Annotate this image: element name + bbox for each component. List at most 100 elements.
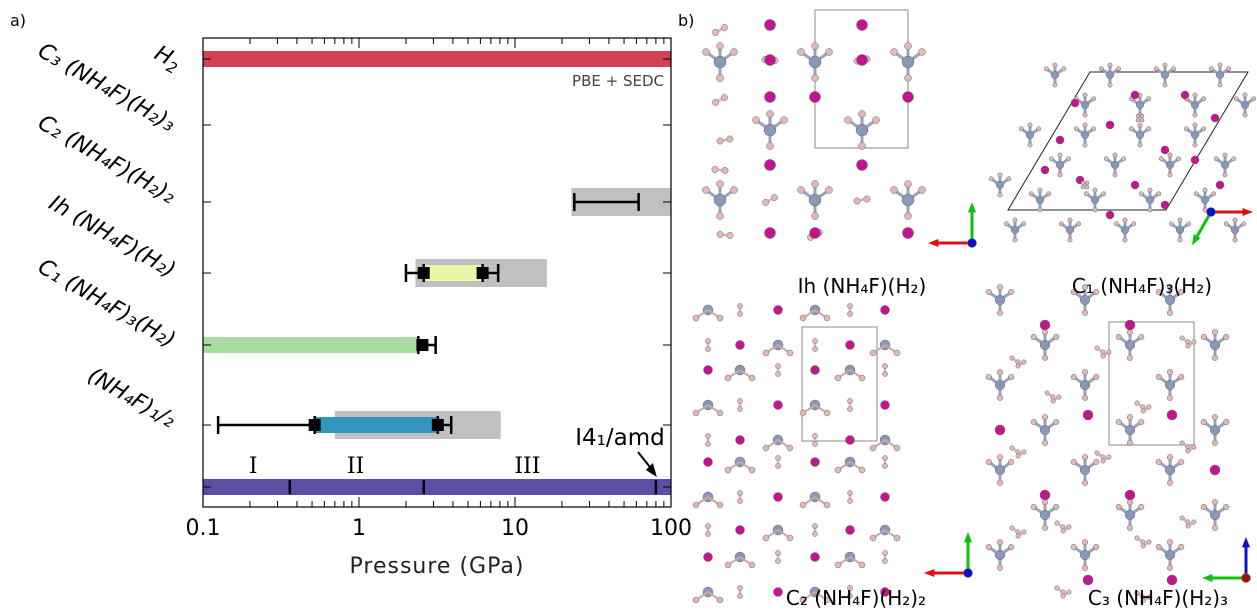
fluorine-atom bbox=[764, 19, 776, 31]
hydrogen-atom bbox=[1066, 524, 1072, 530]
hydrogen-atom bbox=[1066, 156, 1072, 162]
hydrogen-atom bbox=[762, 444, 770, 452]
hydrogen-atom bbox=[1191, 444, 1197, 450]
hydrogen-atom bbox=[1084, 184, 1090, 190]
hydrogen-atom bbox=[1080, 180, 1086, 186]
hydrogen-atom bbox=[1106, 349, 1112, 355]
hydrogen-atom bbox=[882, 371, 888, 377]
nitrogen-atom bbox=[1039, 339, 1051, 351]
hydrogen-atom bbox=[1135, 117, 1141, 123]
nitrogen-atom bbox=[1216, 71, 1224, 79]
hydrogen-atom bbox=[812, 346, 818, 352]
hydrogen-atom bbox=[812, 338, 818, 344]
nitrogen-atom bbox=[1161, 71, 1169, 79]
hydrogen-atom bbox=[882, 463, 888, 469]
hydrogen-atom bbox=[1083, 191, 1089, 197]
nitrogen-atom bbox=[1209, 424, 1221, 436]
fluorine-atom bbox=[810, 365, 820, 375]
nitrogen-atom bbox=[855, 123, 869, 137]
hydrogen-atom bbox=[705, 531, 711, 537]
hydrogen-atom bbox=[869, 349, 877, 357]
nitrogen-atom bbox=[901, 55, 915, 69]
nitrogen-atom bbox=[1079, 379, 1091, 391]
hydrogen-atom bbox=[872, 116, 880, 124]
annotation-arrowhead bbox=[645, 463, 657, 477]
axis-arrowhead bbox=[1192, 234, 1201, 246]
hydrogen-atom bbox=[1168, 221, 1174, 227]
hydrogen-atom bbox=[797, 48, 805, 56]
hydrogen-atom bbox=[1018, 126, 1024, 132]
hydrogen-atom bbox=[1138, 191, 1144, 197]
hydrogen-atom bbox=[1191, 339, 1197, 345]
range-bar-c1-main bbox=[203, 337, 419, 353]
range-bar-c1main2-main bbox=[314, 417, 438, 433]
fluorine-atom bbox=[856, 19, 868, 31]
hydrogen-atom bbox=[1012, 217, 1018, 223]
nitrogen-atom bbox=[1231, 226, 1239, 234]
hydrogen-atom bbox=[1200, 503, 1207, 511]
hydrogen-atom bbox=[737, 406, 743, 412]
hydrogen-atom bbox=[1037, 187, 1043, 193]
hydrogen-atom bbox=[1201, 126, 1207, 132]
axis-origin bbox=[1241, 573, 1251, 583]
hydrogen-atom bbox=[890, 48, 898, 56]
fluorine-atom bbox=[845, 435, 855, 445]
hydrogen-atom bbox=[780, 116, 788, 124]
hydrogen-atom bbox=[1126, 439, 1134, 446]
nitrogen-atom bbox=[1091, 196, 1099, 204]
hydrogen-atom bbox=[1037, 207, 1043, 213]
hydrogen-atom bbox=[882, 558, 888, 564]
hydrogen-atom bbox=[1201, 96, 1207, 102]
range-bar-h2-main bbox=[203, 51, 671, 67]
hydrogen-atom bbox=[1003, 221, 1009, 227]
hydrogen-atom bbox=[1211, 329, 1219, 336]
hydrogen-atom bbox=[712, 28, 720, 36]
unit-cell bbox=[801, 326, 878, 442]
fluorine-atom bbox=[1130, 180, 1140, 190]
hydrogen-atom bbox=[847, 585, 853, 591]
hydrogen-atom bbox=[1021, 221, 1027, 227]
hydrogen-atom bbox=[1217, 62, 1223, 68]
nitrogen-atom bbox=[1221, 161, 1229, 169]
hydrogen-atom bbox=[1179, 335, 1185, 341]
nitrogen-atom bbox=[1146, 196, 1154, 204]
hydrogen-atom bbox=[705, 338, 711, 344]
hydrogen-atom bbox=[1100, 458, 1106, 464]
hydrogen-atom bbox=[847, 398, 853, 404]
axis-arrowhead bbox=[928, 238, 939, 248]
hydrogen-atom bbox=[863, 195, 871, 203]
hydrogen-atom bbox=[1140, 408, 1146, 414]
hydrogen-atom bbox=[1082, 142, 1088, 148]
hydrogen-atom bbox=[996, 309, 1004, 316]
hydrogen-atom bbox=[1067, 237, 1073, 243]
hydrogen-atom bbox=[1061, 66, 1067, 72]
hydrogen-atom bbox=[726, 232, 734, 239]
hydrogen-atom bbox=[1093, 373, 1100, 381]
hydrogen-atom bbox=[1166, 369, 1174, 376]
hydrogen-atom bbox=[1067, 217, 1073, 223]
hydrogen-atom bbox=[847, 490, 853, 496]
nitrogen-atom bbox=[1011, 226, 1019, 234]
hydrogen-atom bbox=[1107, 82, 1113, 88]
hydrogen-atom bbox=[1044, 390, 1050, 396]
nitrogen-atom bbox=[1124, 509, 1136, 521]
fluorine-atom bbox=[1209, 464, 1221, 476]
hydrogen-atom bbox=[858, 466, 866, 474]
fluorine-atom bbox=[764, 91, 776, 103]
crystal-structures: Ih (NH₄F)(H₂) C₁ (NH₄F)₃(H₂) C₂ (NH₄F)(H… bbox=[692, 9, 1257, 610]
hydrogen-atom bbox=[716, 74, 724, 82]
hydrogen-atom bbox=[1126, 354, 1134, 361]
hydrogen-atom bbox=[770, 194, 778, 202]
hydrogen-atom bbox=[737, 490, 743, 496]
hydrogen-atom bbox=[1070, 543, 1077, 551]
hydrogen-atom bbox=[1060, 593, 1066, 599]
nitrogen-atom bbox=[1039, 509, 1051, 521]
hydrogen-atom bbox=[1081, 369, 1089, 376]
hydrogen-atom bbox=[1041, 414, 1049, 421]
hydrogen-atom bbox=[1158, 156, 1164, 162]
hydrogen-atom bbox=[1146, 96, 1152, 102]
hydrogen-atom bbox=[1091, 96, 1097, 102]
hydrogen-atom bbox=[1185, 523, 1191, 529]
nitrogen-atom bbox=[1051, 71, 1059, 79]
nitrogen-atom bbox=[1124, 424, 1136, 436]
